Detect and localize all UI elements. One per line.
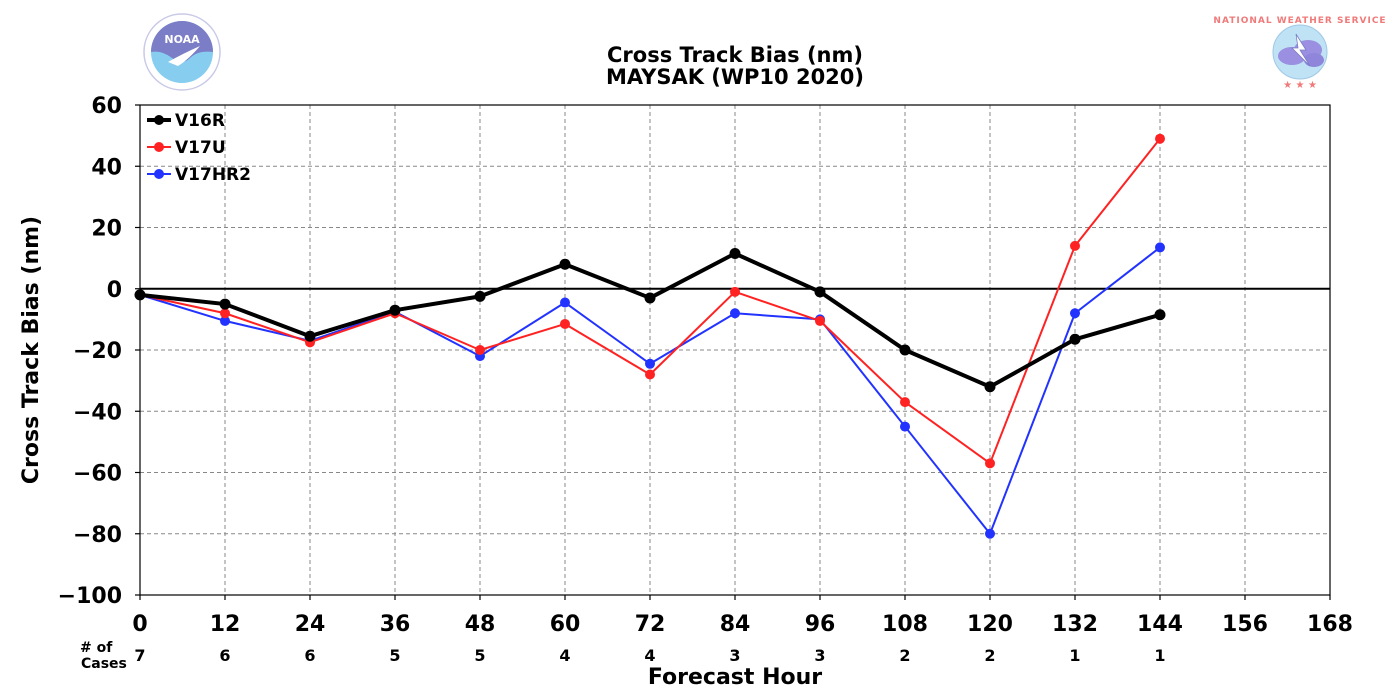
case-count: 5 [474,646,485,665]
data-point [985,458,995,469]
x-tick-label: 12 [210,612,241,637]
case-count: 2 [984,646,995,665]
chart-title: Cross Track Bias (nm) [607,43,863,67]
y-tick-label: −100 [58,584,122,609]
data-point [985,528,995,539]
nws-logo: NATIONAL WEATHER SERVICE ★ ★ ★ [1213,14,1386,91]
nws-logo-text: NATIONAL WEATHER SERVICE [1213,16,1386,26]
data-point [304,330,316,342]
case-count: 5 [389,646,400,665]
x-tick-label: 108 [882,612,928,637]
series-v17hr2 [135,242,1165,539]
nws-logo-stars: ★ ★ ★ [1283,80,1317,91]
series-v16r [134,248,1166,393]
cases-label: # of [80,640,113,656]
legend-label: V17HR2 [175,165,251,185]
legend-label: V16R [175,111,225,131]
legend-label: V17U [175,138,226,158]
x-axis: 0 12 24 36 48 60 72 84 96 108 120 132 144 156 168 [132,595,1353,637]
data-point [900,421,910,432]
data-point [1155,133,1165,144]
case-count: 3 [729,646,740,665]
series-v17u [135,133,1165,469]
case-count: 3 [814,646,825,665]
y-tick-label: −20 [73,339,122,364]
x-tick-label: 96 [805,612,836,637]
legend-swatch-marker [154,169,164,179]
y-tick-label: −40 [73,400,122,425]
x-axis-label: Forecast Hour [648,665,822,690]
y-tick-label: 40 [91,155,122,180]
x-tick-label: 144 [1137,612,1183,637]
case-count: 1 [1069,646,1080,665]
case-count: 6 [304,646,315,665]
legend: V16R V17U V17HR2 [147,111,251,185]
case-count: 6 [219,646,230,665]
x-tick-label: 36 [380,612,411,637]
case-count: 4 [644,646,655,665]
data-point [900,397,910,408]
case-count: 1 [1154,646,1165,665]
data-point [899,344,911,356]
data-point [984,381,996,393]
noaa-logo-text: NOAA [164,33,200,46]
data-point [560,297,570,308]
data-point [730,308,740,319]
cases-label: Cases [81,656,127,672]
noaa-logo: NOAA [143,13,221,91]
x-tick-label: 60 [550,612,581,637]
data-point [645,358,655,369]
data-point [559,258,571,270]
data-point [560,318,570,329]
grid [140,105,1330,595]
data-point [389,304,401,316]
data-point [219,298,231,310]
y-axis-label: Cross Track Bias (nm) [19,216,44,484]
y-tick-label: 20 [91,217,122,242]
data-point [134,289,146,301]
data-point [1155,242,1165,253]
data-point [814,286,826,298]
x-tick-label: 84 [720,612,751,637]
data-point [220,308,230,319]
legend-swatch-marker [154,142,164,152]
data-point [815,315,825,326]
data-point [220,315,230,326]
data-point [1154,309,1166,321]
data-point [730,286,740,297]
x-tick-label: 24 [295,612,326,637]
y-tick-label: −80 [73,523,122,548]
legend-swatch-marker [154,115,164,125]
x-tick-label: 0 [132,612,147,637]
x-tick-label: 168 [1307,612,1353,637]
x-tick-label: 120 [967,612,1013,637]
chart-subtitle: MAYSAK (WP10 2020) [606,65,864,89]
y-axis: 60 40 20 0 −20 −40 −60 −80 −100 [58,94,140,609]
y-tick-label: −60 [73,462,122,487]
data-point [729,248,741,260]
data-point [475,345,485,355]
x-tick-label: 72 [635,612,666,637]
y-tick-label: 60 [91,94,122,119]
case-count: 7 [134,646,145,665]
y-tick-label: 0 [107,278,122,303]
x-tick-label: 48 [465,612,496,637]
x-tick-label: 156 [1222,612,1268,637]
data-point [644,292,656,304]
data-point [645,369,655,380]
data-point [1070,308,1080,319]
data-point [474,290,486,302]
series-layer [134,133,1166,539]
data-point [1069,333,1081,345]
case-count: 2 [899,646,910,665]
x-tick-label: 132 [1052,612,1098,637]
case-count: 4 [559,646,570,665]
data-point [1070,240,1080,251]
